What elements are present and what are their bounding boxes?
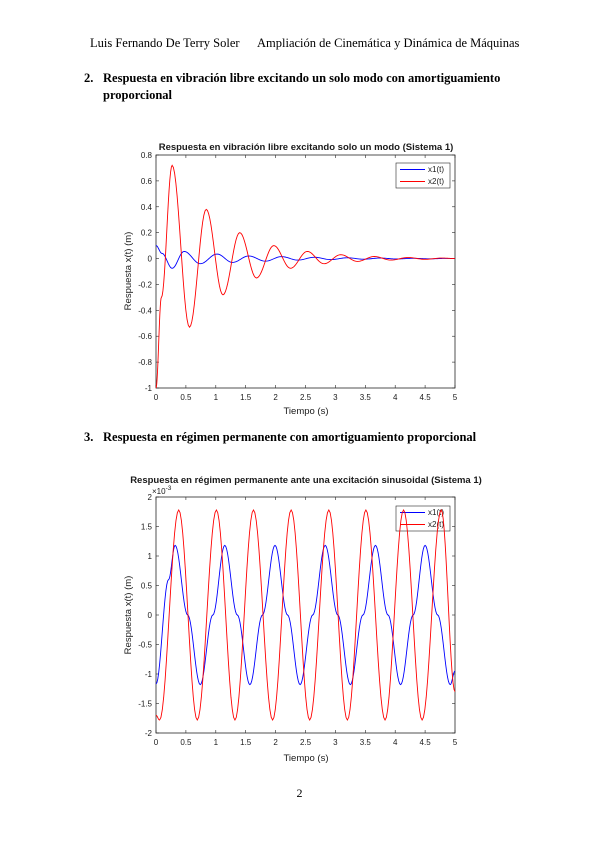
chart2-y-tick-label: 2: [148, 493, 153, 502]
chart2-axes-marks: 0 0.5 1 1.5 2 2.5 3 3.5 4 4.5 5 -2 -1.5 -1 -0.5 0 0.5 1 1.…: [138, 493, 458, 747]
chart1-y-tick-label: 0.4: [141, 203, 153, 212]
chart2-y-tick-label: -1.5: [138, 700, 152, 709]
chart2-y-multiplier-exponent: -3: [166, 485, 172, 492]
chart1-x-tick-label: 5: [453, 393, 458, 402]
chart2-y-tick-label: 0.5: [141, 582, 153, 591]
chart2-y-tick-label: 1.5: [141, 523, 153, 532]
chart1-y-tick-label: 0: [148, 255, 153, 264]
chart1-x-tick-label: 3: [333, 393, 338, 402]
chart1-title: Respuesta en vibración libre excitando s…: [159, 142, 454, 153]
chart1-legend-box: [395, 162, 451, 189]
section-2-heading: 2. Respuesta en vibración libre excitando…: [84, 70, 500, 104]
chart2-x-tick-label: 3.5: [360, 738, 372, 747]
chart1-plot-area: [155, 154, 456, 389]
chart2-x-tick-label: 4.5: [420, 738, 432, 747]
chart2-x-tick-label: 4: [393, 738, 398, 747]
chart1-x-tick-label: 1: [214, 393, 219, 402]
section-3-heading: 3. Respuesta en régimen permanente con am…: [84, 429, 476, 446]
chart1-y-tick-label: -0.6: [138, 332, 152, 341]
chart2-y-multiplier-base: ×10: [152, 487, 166, 496]
chart1-x-tick-label: 2.5: [300, 393, 312, 402]
chart2-x-tick-label: 2: [273, 738, 278, 747]
chart2-x-label: Tiempo (s): [283, 753, 328, 764]
chart1-x-tick-label: 4: [393, 393, 398, 402]
chart2-x-tick-label: 2.5: [300, 738, 312, 747]
chart1-x-tick-label: 0: [154, 393, 159, 402]
chart1-legend-x2: x2(t): [428, 177, 444, 186]
chart1-series-x1(t): [155, 245, 456, 269]
chart1-x-tick-label: 3.5: [360, 393, 372, 402]
chart2-y-tick-label: 1: [148, 552, 153, 561]
chart1-y-tick-label: 0.2: [141, 229, 153, 238]
chart1-legend: x1(t) x2(t): [395, 162, 451, 189]
chart1-y-label: Respuesta x(t) (m): [123, 232, 134, 311]
chart1-y-tick-label: 0.6: [141, 177, 153, 186]
chart1-y-tick-label: -0.8: [138, 358, 152, 367]
chart1-y-tick-label: -1: [145, 384, 153, 393]
chart2-series-x2(t): [155, 508, 456, 722]
chart1-legend-x1: x1(t): [428, 165, 444, 174]
chart2-y-tick-label: -2: [145, 729, 153, 738]
header-course: Ampliación de Cinemática y Dinámica de M…: [257, 36, 520, 50]
chart2-y-multiplier: ×10-3: [152, 485, 172, 496]
chart2-x-tick-label: 1.5: [240, 738, 252, 747]
chart1-series-x2(t): [155, 164, 456, 389]
section-3-title: Respuesta en régimen permanente con amor…: [103, 430, 477, 444]
chart1-y-tick-label: 0.8: [141, 151, 153, 160]
chart2-x-tick-label: 0.5: [180, 738, 192, 747]
section-2-title-line1: Respuesta en vibración libre excitando u…: [103, 71, 501, 85]
chart2-y-tick-label: 0: [148, 611, 153, 620]
chart2-title: Respuesta en régimen permanente ante una…: [130, 475, 482, 486]
chart1-axes-marks: 0 0.5 1 1.5 2 2.5 3 3.5 4 4.5 5 -1 -0.8 -0.6 -0.4 -0.2 0…: [138, 151, 458, 402]
chart2-legend-x1: x1(t): [428, 508, 444, 517]
chart2-y-tick-label: -0.5: [138, 641, 152, 650]
page-number: 2: [296, 786, 303, 800]
header-author: Luis Fernando De Terry Soler: [90, 36, 240, 50]
chart1-x-tick-label: 2: [273, 393, 278, 402]
chart1-x-tick-label: 1.5: [240, 393, 252, 402]
section-3-number: 3.: [84, 430, 94, 444]
chart2-x-tick-label: 5: [453, 738, 458, 747]
chart2-x-tick-label: 3: [333, 738, 338, 747]
chart1-x-tick-label: 4.5: [420, 393, 432, 402]
section-2-title-line2: proporcional: [103, 88, 172, 102]
chart1-x-label: Tiempo (s): [283, 406, 328, 417]
chart1-y-tick-label: -0.2: [138, 280, 152, 289]
chart2-y-tick-label: -1: [145, 670, 153, 679]
chart2-x-tick-label: 0: [154, 738, 159, 747]
chart1-x-tick-label: 0.5: [180, 393, 192, 402]
section-2-number: 2.: [84, 71, 94, 85]
chart2-legend-x2: x2(t): [428, 520, 444, 529]
chart1-y-tick-label: -0.4: [138, 306, 152, 315]
chart2-y-label: Respuesta x(t) (m): [123, 576, 134, 655]
chart2-x-tick-label: 1: [214, 738, 219, 747]
chart2-legend: x1(t) x2(t): [395, 505, 451, 532]
